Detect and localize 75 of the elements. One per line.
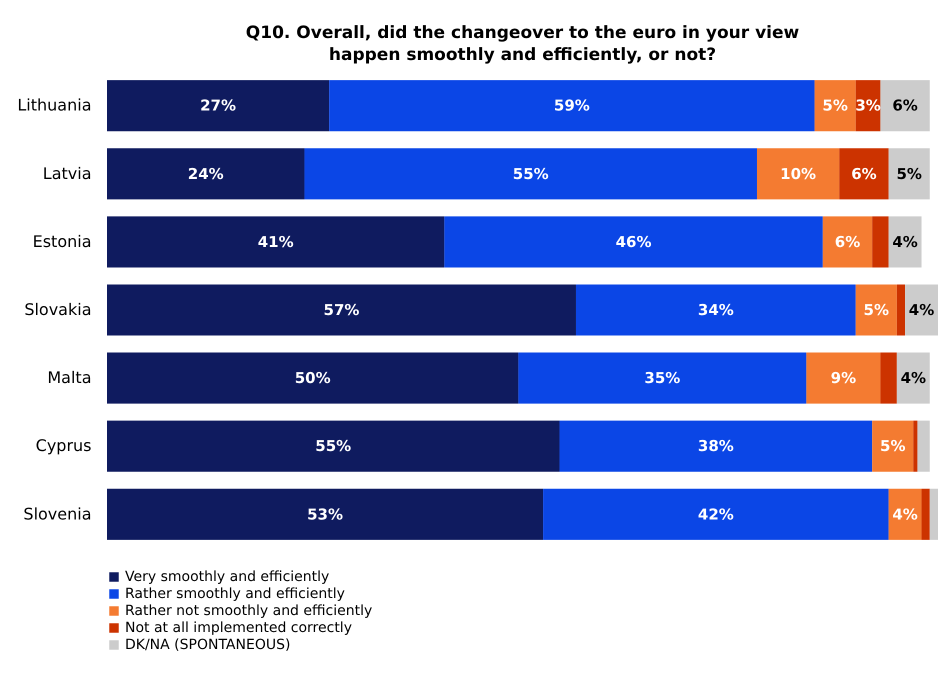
bar (107, 488, 544, 540)
bar (107, 352, 518, 404)
bar (444, 216, 823, 268)
data-label: 46% (616, 232, 652, 251)
data-label: 4% (908, 301, 934, 319)
data-label: 6% (892, 96, 918, 115)
data-label: 4% (892, 232, 918, 251)
bar (913, 420, 918, 472)
data-label: 41% (258, 232, 294, 251)
bar (107, 420, 560, 472)
data-label: 27% (200, 96, 236, 115)
bar (806, 352, 880, 404)
data-label: 5% (880, 437, 906, 456)
bar (872, 420, 914, 472)
bar (576, 284, 856, 336)
legend-label: Rather not smoothly and efficiently (125, 603, 372, 619)
bar (107, 148, 304, 200)
bar (888, 488, 922, 540)
y-tick-label: Slovenia (23, 504, 92, 524)
y-tick-label: Cyprus (36, 436, 92, 456)
legend-label: Rather smoothly and efficiently (125, 586, 345, 602)
bar (107, 80, 330, 132)
data-label: 50% (294, 369, 331, 388)
bar (822, 216, 872, 268)
bar (930, 488, 938, 540)
bar (896, 352, 930, 404)
data-label: 35% (644, 369, 680, 388)
bar (518, 352, 806, 404)
data-label: 55% (315, 437, 352, 456)
bar (107, 284, 576, 336)
bar (560, 420, 872, 472)
data-label: 9% (830, 369, 856, 388)
bar (888, 148, 930, 200)
data-label: 5% (822, 96, 848, 115)
data-label: 55% (512, 164, 549, 183)
bar (756, 148, 840, 200)
data-label: 4% (892, 505, 918, 524)
y-tick-label: Slovakia (24, 300, 92, 319)
bar (880, 352, 897, 404)
bar (880, 80, 930, 132)
data-label: 53% (307, 505, 343, 524)
y-tick-label: Latvia (42, 164, 92, 183)
y-tick-label: Malta (47, 368, 92, 388)
bar (329, 80, 815, 132)
legend-label: DK/NA (SPONTANEOUS) (125, 637, 290, 653)
bar (839, 148, 889, 200)
data-label: 10% (780, 164, 816, 183)
bar (888, 216, 922, 268)
legend-label: Very smoothly and efficiently (125, 569, 330, 585)
bar (814, 80, 856, 132)
legend-label: Not at all implemented correctly (125, 620, 352, 636)
bar (905, 284, 938, 336)
data-label: 38% (698, 437, 734, 456)
bar (922, 488, 930, 540)
y-tick-label: Lithuania (17, 96, 92, 115)
bar (856, 284, 897, 336)
data-label: 6% (851, 164, 877, 183)
data-label: 57% (324, 301, 360, 319)
y-tick-label: Estonia (32, 232, 92, 251)
bar (304, 148, 757, 200)
data-label: 34% (698, 301, 734, 319)
data-label: 59% (554, 96, 590, 115)
bar (543, 488, 889, 540)
data-label: 42% (698, 505, 734, 524)
bar (917, 420, 930, 472)
data-label: 24% (188, 164, 224, 183)
chart-title: Q10. Overall, did the changeover to the euro in your view happen smoothly and efficiently, or not? (246, 23, 800, 65)
data-label: 3% (855, 96, 881, 115)
data-label: 5% (864, 301, 890, 319)
data-label: 6% (834, 232, 860, 251)
bar (896, 284, 906, 336)
bar (107, 216, 444, 268)
data-label: 4% (900, 369, 926, 388)
bar (872, 216, 889, 268)
data-label: 5% (896, 164, 922, 183)
